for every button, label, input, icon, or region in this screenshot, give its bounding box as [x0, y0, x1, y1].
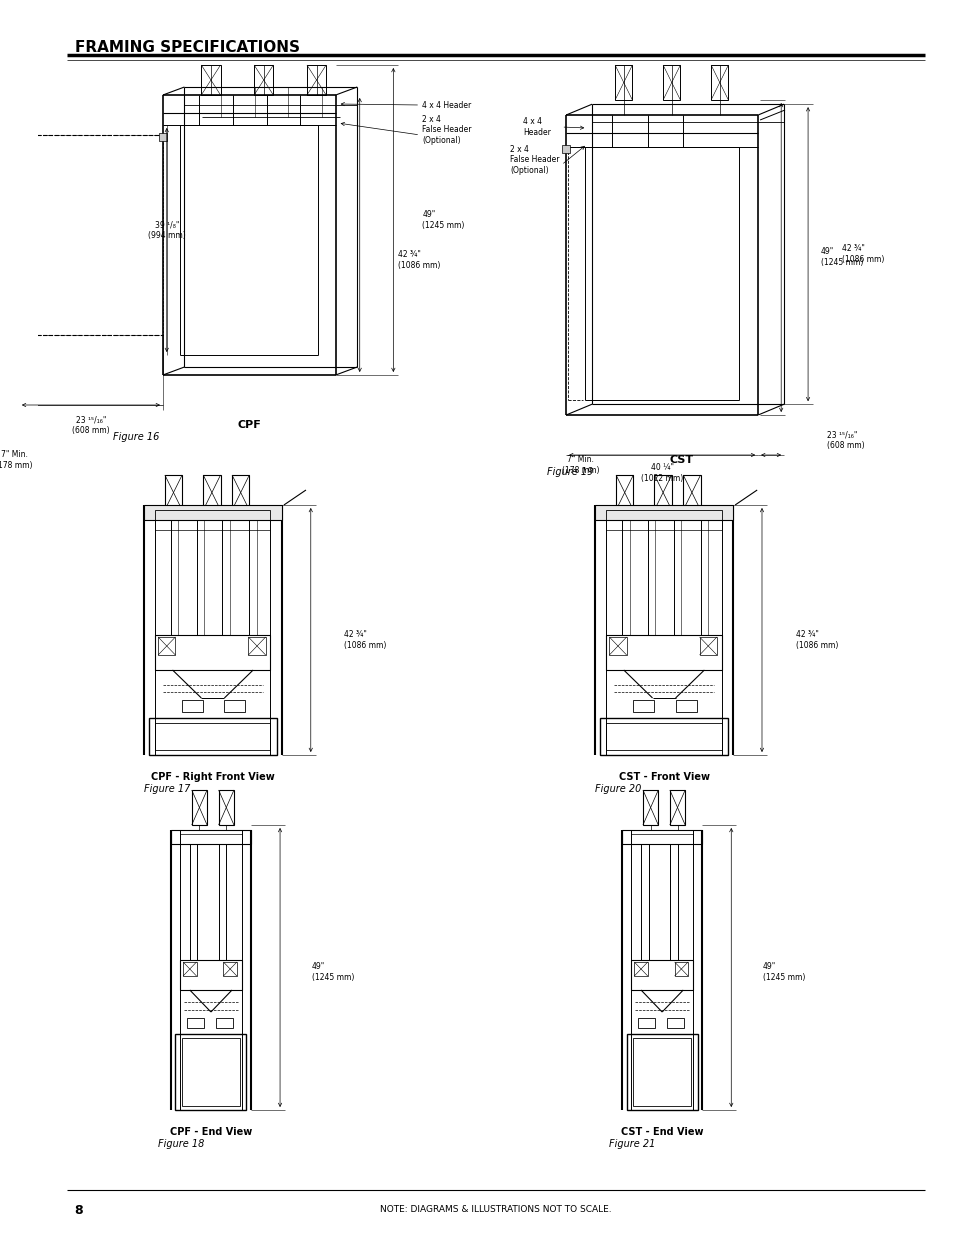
Text: Figure 20: Figure 20 [595, 784, 640, 794]
Text: 42 ¾"
(1086 mm): 42 ¾" (1086 mm) [397, 251, 440, 269]
Bar [171, 830, 251, 844]
Bar [606, 635, 720, 671]
Text: Figure 17: Figure 17 [144, 784, 190, 794]
Text: CST - Front View: CST - Front View [618, 772, 709, 782]
Bar [182, 1037, 239, 1107]
Bar [609, 637, 626, 655]
Text: Figure 18: Figure 18 [158, 1139, 204, 1149]
Bar [642, 790, 658, 825]
Text: CPF - End View: CPF - End View [170, 1128, 252, 1137]
Bar [561, 144, 569, 153]
Bar [699, 637, 716, 655]
Bar [616, 475, 633, 510]
Text: FRAMING SPECIFICATIONS: FRAMING SPECIFICATIONS [74, 41, 299, 56]
Text: Figure 16: Figure 16 [112, 432, 159, 442]
Text: 7" Min.
(178 mm): 7" Min. (178 mm) [561, 456, 598, 474]
Text: Figure 21: Figure 21 [609, 1139, 655, 1149]
Bar [155, 635, 270, 671]
Bar [201, 65, 220, 95]
Bar [666, 1018, 683, 1028]
Bar [621, 830, 701, 844]
Text: 49"
(1245 mm): 49" (1245 mm) [312, 962, 354, 982]
Text: CPF: CPF [237, 420, 261, 430]
Text: 49"
(1245 mm): 49" (1245 mm) [762, 962, 804, 982]
Bar [182, 700, 203, 713]
Text: CPF - Right Front View: CPF - Right Front View [151, 772, 274, 782]
Text: 8: 8 [74, 1203, 83, 1216]
Bar [224, 700, 245, 713]
Text: CST - End View: CST - End View [620, 1128, 702, 1137]
Text: 23 ¹⁵/₁₆"
(608 mm): 23 ¹⁵/₁₆" (608 mm) [826, 430, 864, 450]
Bar [144, 505, 282, 520]
Text: 23 ¹⁵/₁₆"
(608 mm): 23 ¹⁵/₁₆" (608 mm) [72, 415, 110, 435]
Bar [159, 133, 167, 141]
Text: CST: CST [669, 454, 693, 466]
Bar [155, 510, 270, 520]
Bar [606, 722, 720, 750]
Text: 42 ¾"
(1086 mm): 42 ¾" (1086 mm) [841, 245, 883, 264]
Text: 39 ¹/₈"
(994 mm): 39 ¹/₈" (994 mm) [148, 220, 186, 240]
Text: 40 ¼"
(1022 mm): 40 ¼" (1022 mm) [640, 463, 682, 483]
Bar [675, 700, 696, 713]
Bar [165, 475, 182, 510]
Bar [158, 637, 175, 655]
Text: 2 x 4
False Header
(Optional): 2 x 4 False Header (Optional) [421, 115, 471, 144]
Bar [682, 475, 700, 510]
Bar [633, 1037, 690, 1107]
Bar [599, 718, 728, 755]
Bar [669, 790, 684, 825]
Bar [654, 475, 671, 510]
Bar [307, 65, 326, 95]
Bar [626, 1034, 697, 1110]
Bar [674, 962, 687, 976]
Bar [710, 65, 728, 100]
Bar [662, 65, 679, 100]
Text: 7" Min.
(178 mm): 7" Min. (178 mm) [0, 451, 32, 469]
Bar [155, 722, 270, 750]
Bar [253, 65, 274, 95]
Bar [149, 718, 277, 755]
Bar [248, 637, 265, 655]
Text: 4 x 4 Header: 4 x 4 Header [421, 100, 471, 110]
Bar [631, 834, 692, 844]
Text: 42 ¾"
(1086 mm): 42 ¾" (1086 mm) [795, 630, 837, 650]
Bar [183, 962, 196, 976]
Bar [633, 700, 654, 713]
Bar [180, 960, 241, 990]
Text: 49"
(1245 mm): 49" (1245 mm) [421, 210, 464, 230]
Bar [215, 1018, 233, 1028]
Bar [218, 790, 233, 825]
Text: 42 ¾"
(1086 mm): 42 ¾" (1086 mm) [344, 630, 386, 650]
Bar [232, 475, 249, 510]
Bar [180, 834, 241, 844]
Bar [175, 1034, 246, 1110]
Bar [187, 1018, 204, 1028]
Bar [606, 510, 720, 520]
Bar [638, 1018, 655, 1028]
Bar [595, 505, 733, 520]
Text: Figure 19: Figure 19 [546, 467, 593, 477]
Text: NOTE: DIAGRAMS & ILLUSTRATIONS NOT TO SCALE.: NOTE: DIAGRAMS & ILLUSTRATIONS NOT TO SC… [380, 1205, 611, 1214]
Bar [192, 790, 207, 825]
Bar [203, 475, 220, 510]
Text: 2 x 4
False Header
(Optional): 2 x 4 False Header (Optional) [510, 144, 559, 175]
Bar [631, 960, 692, 990]
Bar [223, 962, 236, 976]
Bar [634, 962, 647, 976]
Text: 49"
(1245 mm): 49" (1245 mm) [820, 247, 862, 267]
Bar [615, 65, 632, 100]
Text: 4 x 4
Header: 4 x 4 Header [522, 117, 550, 137]
